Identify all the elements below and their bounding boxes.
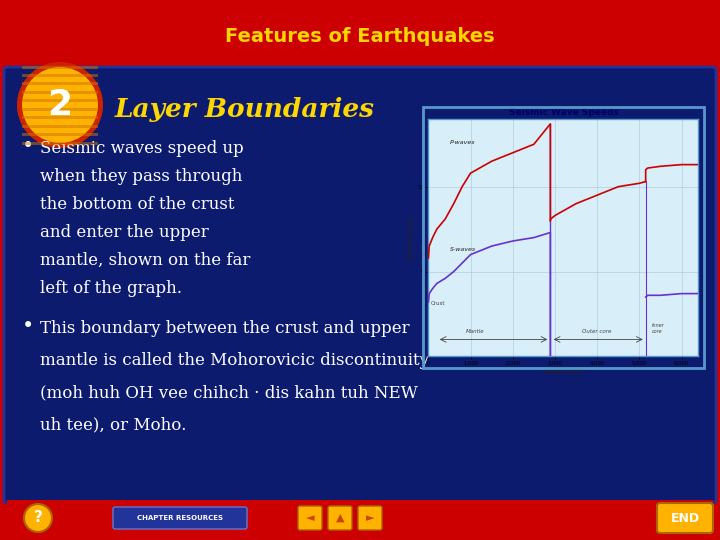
Text: •: • (22, 316, 35, 336)
Y-axis label: Speed (km/s): Speed (km/s) (408, 214, 415, 261)
FancyBboxPatch shape (4, 67, 716, 503)
Circle shape (22, 67, 98, 143)
Text: mantle, shown on the far: mantle, shown on the far (40, 252, 251, 269)
Text: Seismic waves speed up: Seismic waves speed up (40, 140, 244, 157)
Text: ?: ? (34, 510, 42, 525)
Bar (22, 91, 98, 94)
Text: Mantle: Mantle (466, 329, 484, 334)
Text: (moh huh OH vee chihch · dis kahn tuh NEW: (moh huh OH vee chihch · dis kahn tuh NE… (40, 384, 418, 401)
Bar (22, 141, 98, 145)
X-axis label: Depth (km): Depth (km) (544, 368, 583, 375)
Text: when they pass through: when they pass through (40, 168, 243, 185)
Text: and enter the upper: and enter the upper (40, 224, 209, 241)
Text: Layer Boundaries: Layer Boundaries (115, 98, 375, 123)
Text: S-waves: S-waves (449, 247, 476, 252)
Bar (22, 65, 98, 69)
Text: •: • (22, 136, 35, 156)
Text: the bottom of the crust: the bottom of the crust (40, 196, 235, 213)
Text: left of the graph.: left of the graph. (40, 280, 182, 297)
Text: ▲: ▲ (336, 513, 344, 523)
Bar (22, 99, 98, 102)
Bar (22, 116, 98, 119)
Text: ►: ► (366, 513, 374, 523)
Text: 2: 2 (48, 88, 73, 122)
FancyBboxPatch shape (657, 503, 713, 533)
FancyBboxPatch shape (7, 7, 713, 70)
Bar (22, 83, 98, 85)
FancyBboxPatch shape (7, 500, 713, 535)
FancyBboxPatch shape (298, 506, 322, 530)
Bar (22, 133, 98, 136)
Text: Crust: Crust (431, 301, 446, 307)
FancyBboxPatch shape (113, 507, 247, 529)
Text: CHAPTER RESOURCES: CHAPTER RESOURCES (137, 515, 223, 521)
Text: END: END (670, 511, 700, 524)
Text: Outer core: Outer core (582, 329, 612, 334)
Bar (22, 125, 98, 127)
Bar (22, 74, 98, 77)
FancyBboxPatch shape (328, 506, 352, 530)
Circle shape (17, 62, 103, 148)
Text: mantle is called the Mohorovicic discontinuity: mantle is called the Mohorovicic discont… (40, 352, 429, 369)
Text: uh tee), or Moho.: uh tee), or Moho. (40, 416, 186, 433)
Text: This boundary between the crust and upper: This boundary between the crust and uppe… (40, 320, 410, 337)
Bar (22, 107, 98, 111)
Text: Features of Earthquakes: Features of Earthquakes (225, 28, 495, 46)
Text: Inner
core: Inner core (652, 323, 665, 334)
Title: Seismic Wave Speeds: Seismic Wave Speeds (508, 107, 618, 117)
FancyBboxPatch shape (358, 506, 382, 530)
Circle shape (24, 504, 52, 532)
Text: ◄: ◄ (306, 513, 314, 523)
Text: P-waves: P-waves (449, 140, 475, 145)
